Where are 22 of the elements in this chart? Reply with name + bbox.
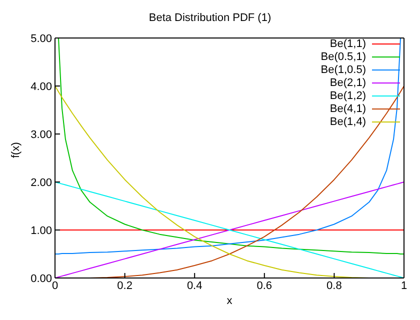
y-tick-label: 5.00 (30, 32, 52, 45)
x-tick-label: 0.6 (256, 280, 272, 292)
chart-title: Beta Distribution PDF (1) (148, 12, 272, 24)
y-tick-label: 1.00 (30, 224, 52, 237)
legend-label: Be(4,1) (330, 102, 366, 114)
legend-label: Be(1,0.5) (320, 64, 366, 76)
legend-label: Be(1,4) (330, 116, 366, 128)
x-tick-label: 0.4 (186, 280, 202, 292)
y-tick-label: 3.00 (30, 128, 52, 141)
legend-label: Be(1,2) (330, 90, 366, 102)
x-tick-label: 1 (400, 280, 408, 292)
y-axis-title: f(x) (10, 142, 22, 158)
legend-label: Be(1,1) (330, 38, 366, 50)
y-tick-label: 4.00 (30, 80, 52, 93)
y-tick-label: 0.00 (30, 272, 52, 285)
x-tick-label: 0.2 (117, 280, 132, 292)
x-axis-title: x (226, 295, 233, 307)
x-tick-label: 0 (52, 280, 58, 292)
legend-label: Be(0.5,1) (320, 50, 366, 62)
x-tick-label: 0.8 (326, 280, 342, 292)
y-tick-label: 2.00 (30, 176, 52, 189)
legend-label: Be(2,1) (330, 76, 366, 88)
